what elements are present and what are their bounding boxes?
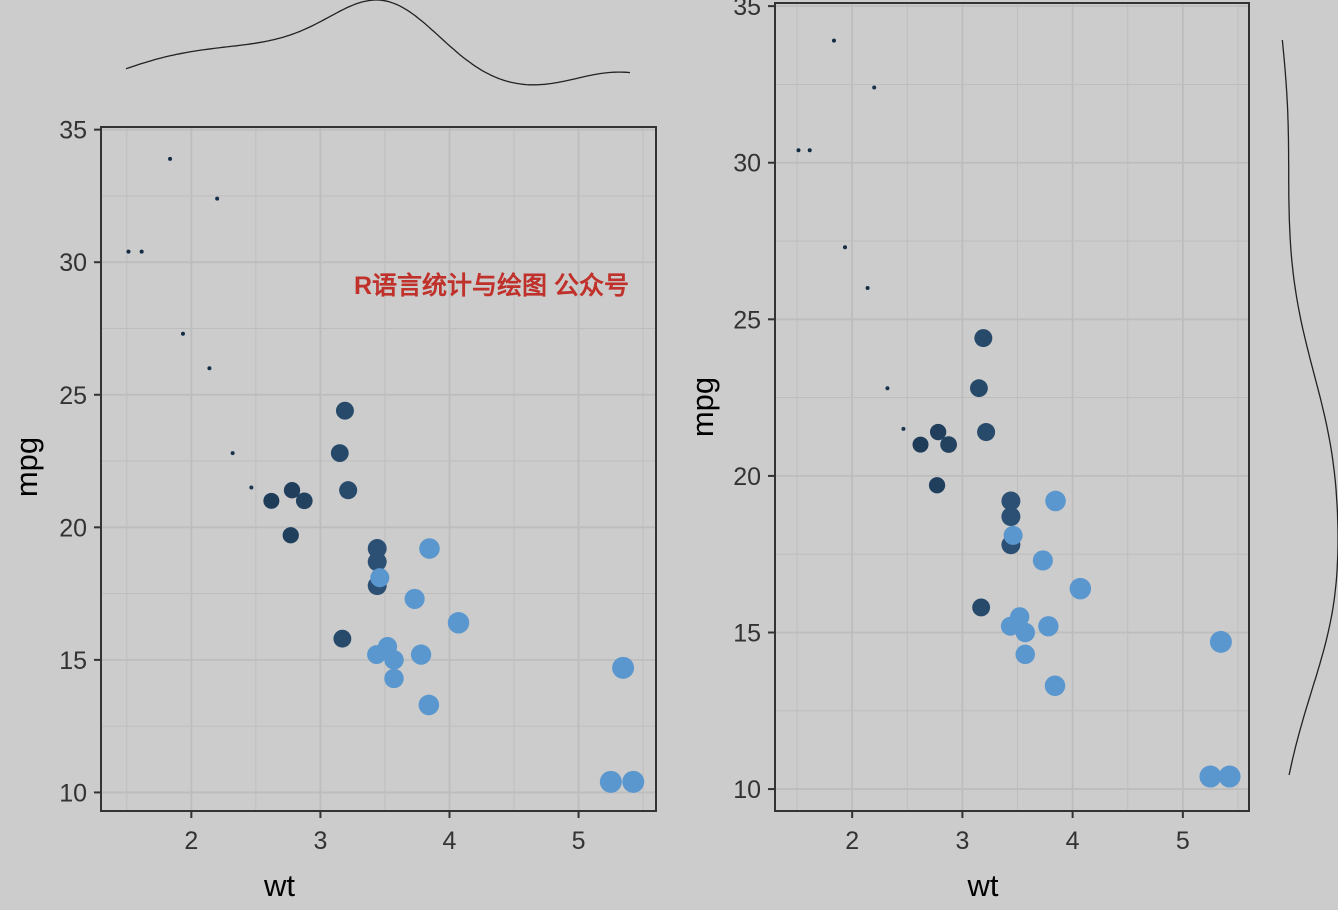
scatter-point: [180, 331, 185, 336]
x-tick-label: 4: [443, 827, 457, 855]
left-scatter-panel: 2 3 4 5 10 15 20 25 30 35 wt mpg: [9, 117, 657, 903]
scatter-point: [831, 38, 836, 43]
scatter-point: [599, 770, 622, 793]
panel-background: [101, 127, 656, 811]
scatter-point: [796, 148, 801, 153]
scatter-point: [404, 588, 425, 609]
scatter-point: [335, 401, 354, 420]
scatter-point: [447, 612, 470, 634]
watermark-text: R语言统计与绘图 公众号: [354, 271, 629, 300]
scatter-point: [384, 650, 404, 670]
scatter-point: [215, 196, 220, 201]
scatter-point: [842, 245, 847, 250]
scatter-point: [929, 423, 947, 441]
x-tick-label: 5: [1176, 827, 1190, 855]
scatter-point: [972, 598, 991, 617]
scatter-point: [367, 539, 387, 559]
scatter-point: [622, 770, 645, 793]
y-tick-label: 15: [59, 647, 87, 675]
scatter-point: [295, 492, 313, 510]
scatter-point: [1218, 765, 1241, 788]
scatter-point: [126, 249, 131, 254]
scatter-point: [865, 285, 870, 290]
scatter-point: [139, 249, 144, 254]
scatter-point: [367, 552, 387, 572]
x-tick-label: 3: [955, 827, 969, 855]
x-tick-label: 3: [313, 827, 327, 855]
scatter-point: [330, 444, 349, 462]
y-tick-label: 20: [59, 514, 87, 542]
scatter-point: [230, 451, 235, 456]
y-tick-label: 20: [733, 463, 761, 491]
scatter-point: [1038, 616, 1059, 637]
scatter-point: [1001, 491, 1021, 511]
scatter-point: [1069, 577, 1092, 600]
scatter-point: [370, 568, 390, 588]
y-tick-label: 25: [733, 306, 761, 334]
y-tick-label: 30: [733, 150, 761, 178]
scatter-point: [384, 668, 404, 689]
x-tick-label: 4: [1066, 827, 1080, 855]
x-density-curve: [125, 0, 631, 86]
scatter-point: [912, 436, 929, 453]
panel-border: [100, 126, 657, 812]
scatter-point: [1010, 607, 1030, 627]
scatter-point: [168, 156, 173, 161]
panel-border: [774, 2, 1250, 812]
y-tick-label: 35: [733, 0, 761, 21]
scatter-point: [970, 379, 988, 398]
panel-background: [775, 3, 1249, 811]
x-tick-label: 2: [184, 827, 198, 855]
scatter-point: [1045, 490, 1066, 512]
scatter-point: [1015, 622, 1035, 643]
scatter-point: [419, 538, 440, 559]
y-tick-label: 30: [59, 249, 87, 277]
y-density-curve: [1281, 39, 1338, 776]
scatter-point: [1032, 550, 1053, 571]
scatter-point: [977, 423, 996, 442]
scatter-point: [1003, 525, 1023, 545]
scatter-point: [283, 482, 301, 499]
right-scatter-panel: 2 3 4 5 10 15 20 25 30 35 wt mpg: [685, 0, 1250, 903]
x-tick-label: 2: [845, 827, 859, 855]
scatter-point: [249, 485, 254, 490]
scatter-point: [1015, 644, 1035, 665]
scatter-point: [612, 656, 635, 679]
y-axis-title: mpg: [9, 437, 44, 497]
scatter-point: [418, 694, 440, 716]
scatter-point: [333, 629, 352, 648]
scatter-point: [901, 426, 906, 431]
scatter-point: [1044, 675, 1066, 697]
scatter-point: [1209, 630, 1232, 653]
y-tick-label: 15: [733, 619, 761, 647]
scatter-point: [263, 492, 280, 509]
y-tick-label: 35: [59, 117, 87, 145]
x-axis-title: wt: [967, 868, 999, 903]
scatter-point: [1199, 765, 1222, 788]
scatter-point: [207, 366, 212, 371]
y-axis-title: mpg: [685, 377, 720, 437]
scatter-point: [974, 329, 993, 348]
y-tick-label: 10: [59, 779, 87, 807]
y-tick-label: 10: [733, 776, 761, 804]
y-tick-label: 25: [59, 382, 87, 410]
scatter-point: [282, 527, 299, 544]
scatter-point: [940, 436, 957, 453]
scatter-point: [410, 644, 432, 665]
scatter-point: [928, 477, 946, 494]
x-tick-label: 5: [572, 827, 586, 855]
x-axis-title: wt: [263, 868, 295, 903]
scatter-point: [872, 85, 877, 90]
scatter-point: [885, 386, 890, 391]
scatter-point: [807, 148, 812, 153]
scatter-point: [1001, 507, 1021, 527]
scatter-point: [339, 481, 358, 500]
